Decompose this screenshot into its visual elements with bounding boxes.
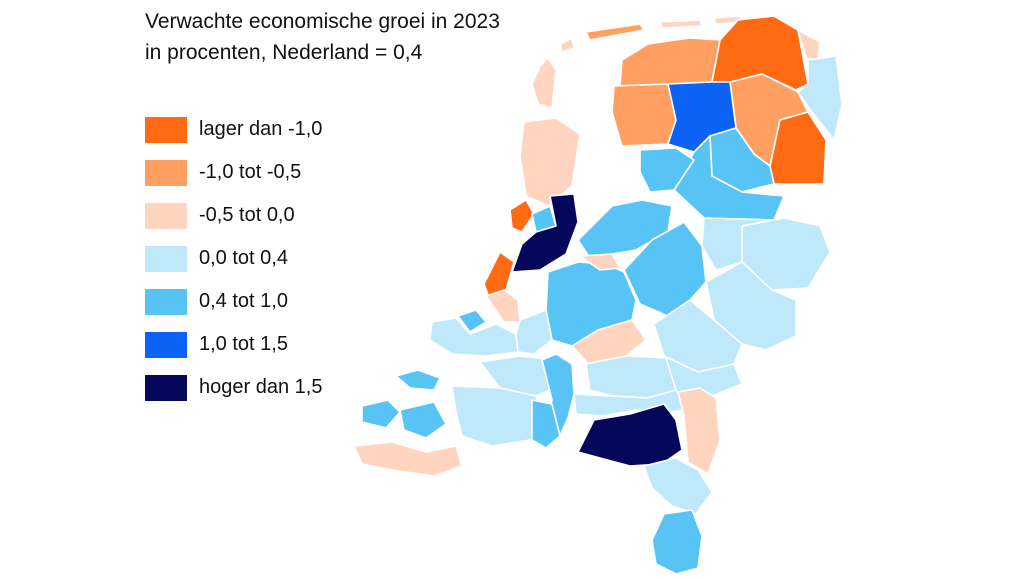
legend-item: 0,0 tot 0,4 (145, 237, 322, 280)
region-west-brabant (451, 385, 547, 447)
legend-swatch (145, 116, 187, 143)
region-gooi (579, 253, 621, 271)
legend-swatch (145, 374, 187, 401)
region-zuidwest-drenthe (673, 135, 785, 221)
region-wadden-island (559, 37, 575, 53)
legend-swatch (145, 245, 187, 272)
region-noordoost-brabant (677, 387, 721, 475)
legend-item: hoger dan 1,5 (145, 366, 322, 409)
region-wadden-island (531, 57, 557, 109)
region-zeeuws-vlaanderen (353, 441, 463, 477)
legend-item: lager dan -1,0 (145, 108, 322, 151)
legend-label: -0,5 tot 0,0 (199, 204, 295, 226)
legend: lager dan -1,0 -1,0 tot -0,5 -0,5 tot 0,… (145, 108, 322, 409)
region-gorinchem (585, 355, 677, 399)
region-zuidoost-zuid-holland (515, 309, 553, 355)
legend-label: lager dan -1,0 (199, 118, 323, 140)
region-schouwen (395, 369, 441, 391)
region-north-friesland (619, 37, 721, 87)
region-wadden-island (659, 19, 703, 29)
legend-label: -1,0 tot -0,5 (199, 161, 302, 183)
legend-swatch (145, 331, 187, 358)
region-flevoland-north (639, 147, 695, 193)
legend-label: hoger dan 1,5 (199, 376, 323, 398)
legend-swatch (145, 159, 187, 186)
legend-label: 0,0 tot 0,4 (199, 247, 288, 269)
legend-item: 0,4 tot 1,0 (145, 280, 322, 323)
region-amsterdam (511, 193, 579, 273)
legend-label: 0,4 tot 1,0 (199, 290, 288, 312)
region-oosterschelde (399, 401, 447, 439)
legend-item: -0,5 tot 0,0 (145, 194, 322, 237)
netherlands-choropleth-map (353, 15, 843, 575)
region-kop-noord-holland (519, 117, 581, 207)
region-ijmond (509, 199, 535, 233)
map-title: Verwachte economische groei in 2023 in p… (145, 6, 500, 68)
region-walcheren (361, 399, 401, 429)
region-delfzijl (797, 55, 843, 141)
legend-item: -1,0 tot -0,5 (145, 151, 322, 194)
legend-label: 1,0 tot 1,5 (199, 333, 288, 355)
region-zuidoost-brabant (577, 403, 683, 467)
region-southwest-friesland (611, 83, 677, 147)
title-line-1: Verwachte economische groei in 2023 (145, 10, 500, 33)
region-breda (531, 399, 561, 449)
legend-item: 1,0 tot 1,5 (145, 323, 322, 366)
title-line-2: in procenten, Nederland = 0,4 (145, 41, 423, 64)
region-wadden-island (585, 23, 645, 41)
legend-swatch (145, 288, 187, 315)
region-zuid-limburg (651, 509, 703, 575)
region-noord-limburg (643, 457, 713, 515)
region-leiden (485, 289, 521, 323)
region-delft (457, 309, 487, 333)
legend-swatch (145, 202, 187, 229)
